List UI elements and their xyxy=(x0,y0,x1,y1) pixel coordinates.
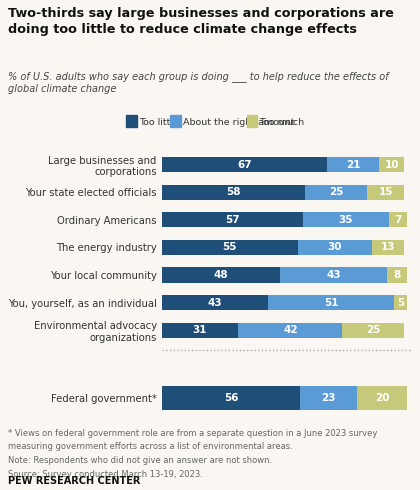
Text: 31: 31 xyxy=(193,325,207,335)
Text: Too much: Too much xyxy=(260,118,304,127)
Bar xyxy=(300,387,357,410)
Bar xyxy=(367,185,404,200)
Text: 25: 25 xyxy=(329,187,344,197)
Text: 23: 23 xyxy=(321,393,336,403)
Text: Note: Respondents who did not give an answer are not shown.: Note: Respondents who did not give an an… xyxy=(8,456,273,465)
Text: PEW RESEARCH CENTER: PEW RESEARCH CENTER xyxy=(8,476,141,486)
Text: 58: 58 xyxy=(226,187,241,197)
Text: 25: 25 xyxy=(366,325,381,335)
Bar xyxy=(387,268,407,283)
Bar xyxy=(162,387,300,410)
Text: 55: 55 xyxy=(223,243,237,252)
Bar xyxy=(162,268,281,283)
Text: % of U.S. adults who say each group is doing ___ to help reduce the effects of
g: % of U.S. adults who say each group is d… xyxy=(8,71,389,95)
Text: 5: 5 xyxy=(397,297,404,308)
Text: 48: 48 xyxy=(214,270,228,280)
Bar xyxy=(342,323,404,338)
Bar xyxy=(162,240,298,255)
Text: * Views on federal government role are from a separate question in a June 2023 s: * Views on federal government role are f… xyxy=(8,429,378,438)
Text: 43: 43 xyxy=(326,270,341,280)
Text: 51: 51 xyxy=(324,297,339,308)
Bar xyxy=(357,387,407,410)
Bar xyxy=(303,212,389,227)
Text: Source: Survey conducted March 13-19, 2023.: Source: Survey conducted March 13-19, 20… xyxy=(8,470,203,479)
Bar xyxy=(281,268,387,283)
Text: 43: 43 xyxy=(207,297,222,308)
Text: Two-thirds say large businesses and corporations are
doing too little to reduce : Two-thirds say large businesses and corp… xyxy=(8,7,394,36)
Text: 56: 56 xyxy=(224,393,238,403)
Bar xyxy=(379,157,404,172)
Bar xyxy=(162,212,303,227)
Bar xyxy=(162,185,305,200)
Text: 42: 42 xyxy=(283,325,298,335)
Bar xyxy=(162,323,239,338)
Bar xyxy=(239,323,342,338)
Bar xyxy=(162,157,328,172)
Bar xyxy=(389,212,407,227)
Text: 15: 15 xyxy=(378,187,393,197)
Text: measuring government efforts across a list of environmental areas.: measuring government efforts across a li… xyxy=(8,442,293,451)
Text: About the right amount: About the right amount xyxy=(183,118,294,127)
Text: 67: 67 xyxy=(237,160,252,170)
Bar xyxy=(372,240,404,255)
Text: Too little: Too little xyxy=(139,118,178,127)
Bar xyxy=(305,185,367,200)
Bar xyxy=(162,295,268,310)
Text: 21: 21 xyxy=(346,160,361,170)
Bar xyxy=(268,295,394,310)
Text: 13: 13 xyxy=(381,243,395,252)
Text: 7: 7 xyxy=(394,215,402,225)
Bar xyxy=(298,240,372,255)
Bar xyxy=(328,157,379,172)
Bar xyxy=(394,295,407,310)
Text: 10: 10 xyxy=(385,160,399,170)
Text: 57: 57 xyxy=(225,215,239,225)
Text: 20: 20 xyxy=(375,393,389,403)
Text: 35: 35 xyxy=(339,215,353,225)
Text: 8: 8 xyxy=(393,270,400,280)
Text: 30: 30 xyxy=(328,243,342,252)
